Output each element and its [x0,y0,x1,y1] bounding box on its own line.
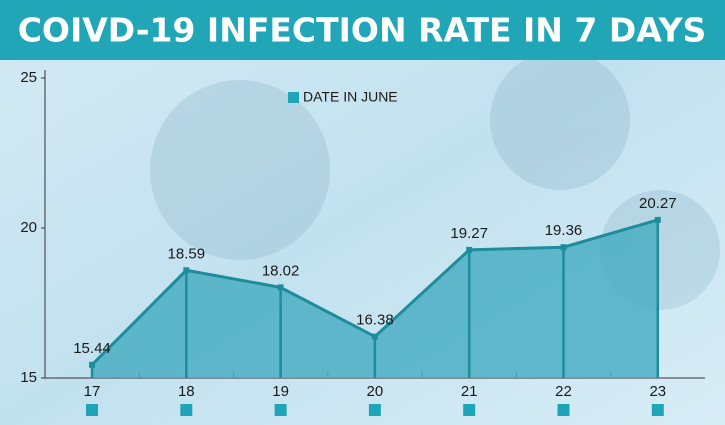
value-label: 20.27 [639,195,677,212]
x-marker [463,404,476,416]
point [277,284,284,291]
value-label: 19.36 [545,222,583,239]
y-tick-label: 25 [20,69,37,86]
x-marker [86,404,98,416]
x-tick-label: 19 [272,383,289,400]
x-marker [557,404,570,416]
y-tick-label: 15 [20,369,37,386]
value-label: 16.38 [356,312,394,329]
legend-label: DATE IN JUNE [303,89,398,105]
point [466,246,473,253]
point [89,361,95,368]
point [560,244,567,251]
legend-swatch [288,92,299,103]
virus-decoration [150,50,720,310]
x-tick-label: 22 [555,383,572,400]
x-tick-label: 18 [178,383,195,400]
x-marker [274,404,287,416]
x-tick-label: 17 [84,383,101,400]
x-marker [368,404,381,416]
area [92,219,658,378]
point [183,267,190,274]
y-tick-label: 20 [20,219,37,236]
x-tick-label: 21 [461,383,478,400]
value-label: 19.27 [450,225,488,242]
title-bar [0,0,725,60]
point [371,333,378,340]
value-label: 18.59 [168,245,206,262]
chart-title: COIVD-19 INFECTION RATE IN 7 DAYS [18,11,707,50]
x-marker [180,404,193,416]
value-label: 15.44 [73,340,111,357]
x-marker [651,404,664,416]
x-tick-label: 20 [367,383,384,400]
x-tick-label: 23 [649,383,666,400]
point [654,216,661,223]
value-label: 18.02 [262,262,300,279]
